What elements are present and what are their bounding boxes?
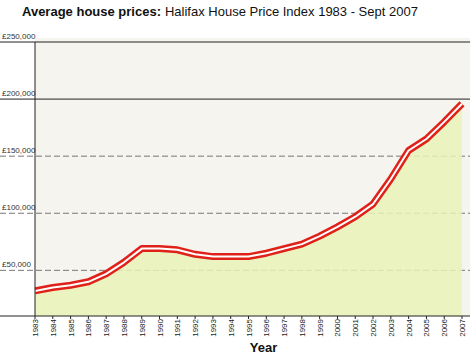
x-tick-label: 2003 xyxy=(387,318,396,336)
x-tick-label: 1986 xyxy=(84,318,93,336)
x-tick-label: 1989 xyxy=(138,318,147,336)
x-tick xyxy=(88,316,89,319)
x-tick-label: 1996 xyxy=(262,318,271,336)
x-tick xyxy=(319,316,320,319)
x-tick xyxy=(373,316,374,319)
x-tick-label: 1997 xyxy=(280,318,289,336)
y-axis xyxy=(35,42,36,316)
x-tick-label: 1992 xyxy=(191,318,200,336)
x-tick xyxy=(355,316,356,319)
x-tick xyxy=(426,316,427,319)
x-tick-label: 1998 xyxy=(298,318,307,336)
x-tick xyxy=(177,316,178,319)
x-tick xyxy=(284,316,285,319)
x-tick xyxy=(212,316,213,319)
x-tick xyxy=(159,316,160,319)
x-tick-label: 1999 xyxy=(316,318,325,336)
x-tick xyxy=(462,316,463,319)
x-tick-label: 2006 xyxy=(440,318,449,336)
x-tick-label: 1993 xyxy=(209,318,218,336)
x-tick-label: 2005 xyxy=(422,318,431,336)
x-tick-label: 2004 xyxy=(405,318,414,336)
y-tick-label: £200,000 xyxy=(2,89,36,98)
x-tick-label: 1991 xyxy=(173,318,182,336)
x-tick xyxy=(266,316,267,319)
x-tick xyxy=(390,316,391,319)
x-tick-label: 2007 xyxy=(458,318,467,336)
y-tick-label: £50,000 xyxy=(2,260,31,269)
background xyxy=(0,0,470,358)
x-tick-label: 2001 xyxy=(351,318,360,336)
grid-line xyxy=(0,42,470,43)
x-tick-label: 2000 xyxy=(333,318,342,336)
grid-line xyxy=(0,156,470,157)
x-tick-label: 1985 xyxy=(67,318,76,336)
x-tick-label: 1984 xyxy=(49,318,58,336)
x-tick-label: 1994 xyxy=(227,318,236,336)
x-tick xyxy=(106,316,107,319)
x-axis-label: Year xyxy=(250,340,277,355)
area xyxy=(35,104,462,316)
x-tick xyxy=(52,316,53,319)
grid-line xyxy=(0,99,470,100)
x-tick xyxy=(141,316,142,319)
plot-background xyxy=(35,38,470,316)
title-line: Average house prices: Halifax House Price… xyxy=(22,4,418,19)
subtitle: Halifax House Price Index 1983 - Sept 20… xyxy=(165,4,418,19)
x-tick xyxy=(35,316,36,319)
x-tick-label: 1983 xyxy=(31,318,40,336)
chart: Average house prices: Halifax House Price… xyxy=(0,0,470,358)
x-tick xyxy=(444,316,445,319)
x-tick xyxy=(230,316,231,319)
x-tick xyxy=(248,316,249,319)
x-tick-label: 1995 xyxy=(245,318,254,336)
y-tick-label: £250,000 xyxy=(2,32,36,41)
y-tick-label: £100,000 xyxy=(2,203,36,212)
x-tick xyxy=(70,316,71,319)
x-tick-label: 1987 xyxy=(102,318,111,336)
x-tick-label: 2002 xyxy=(369,318,378,336)
x-tick xyxy=(195,316,196,319)
y-tick-label: £150,000 xyxy=(2,146,36,155)
line xyxy=(35,104,462,291)
plot-data xyxy=(35,104,462,316)
line-highlight xyxy=(35,104,462,291)
x-tick-label: 1988 xyxy=(120,318,129,336)
x-tick xyxy=(408,316,409,319)
x-tick xyxy=(123,316,124,319)
title: Average house prices: xyxy=(22,4,161,19)
x-tick xyxy=(301,316,302,319)
x-tick-label: 1990 xyxy=(156,318,165,336)
x-tick xyxy=(337,316,338,319)
